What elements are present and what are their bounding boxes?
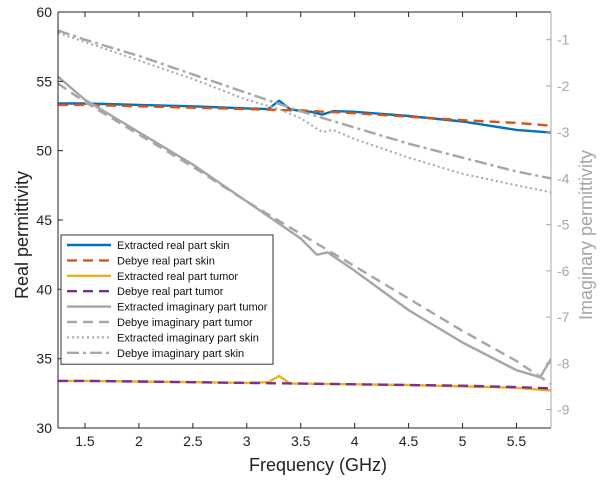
axes-group: 1.5 2 2.5 3 3.5 4 4.5 5 5.5 30 35 40 45 50 55 60 -1 -2 -3 -… bbox=[36, 4, 569, 449]
x-tick-label: 2.5 bbox=[183, 433, 203, 449]
x-tick-label: 5.5 bbox=[507, 433, 527, 449]
legend-label-6: Debye imaginary part tumor bbox=[117, 317, 253, 329]
legend-label-1: Extracted real part skin bbox=[117, 240, 230, 252]
x-tick-label: 4 bbox=[351, 433, 359, 449]
y2-tick-label: -4 bbox=[557, 170, 570, 186]
y2-tick-label: -9 bbox=[557, 402, 570, 418]
y2-tick-label: -1 bbox=[557, 32, 570, 48]
x-tick-label: 5 bbox=[459, 433, 467, 449]
y-tick-label: 30 bbox=[36, 420, 52, 436]
series-group bbox=[58, 29, 551, 392]
x-tick-label: 3.5 bbox=[291, 433, 311, 449]
y2-tick-label: -8 bbox=[557, 355, 570, 371]
legend: Extracted real part skin Debye real part … bbox=[60, 234, 274, 365]
x-tick-label: 1.5 bbox=[75, 433, 95, 449]
y-tick-label: 55 bbox=[36, 73, 52, 89]
legend-box bbox=[60, 234, 274, 365]
legend-label-7: Extracted imaginary part skin bbox=[117, 332, 259, 344]
legend-label-5: Extracted imaginary part tumor bbox=[117, 302, 268, 314]
legend-label-2: Debye real part skin bbox=[117, 255, 215, 267]
plot-area bbox=[58, 12, 551, 428]
y-axis-title: Real permittivity bbox=[12, 171, 32, 299]
y2-axis-title: Imaginary permittivity bbox=[576, 150, 596, 320]
series-line-8 bbox=[58, 29, 551, 180]
y-tick-label: 50 bbox=[36, 143, 52, 159]
x-axis-title: Frequency (GHz) bbox=[249, 455, 387, 475]
legend-label-8: Debye imaginary part skin bbox=[117, 348, 244, 360]
series-line-4 bbox=[58, 379, 551, 390]
y-tick-label: 60 bbox=[36, 4, 52, 20]
y2-tick-label: -6 bbox=[557, 263, 570, 279]
series-line-7 bbox=[58, 31, 551, 194]
legend-label-3: Extracted real part tumor bbox=[117, 271, 238, 283]
series-line-5 bbox=[58, 75, 551, 379]
legend-label-4: Debye real part tumor bbox=[117, 286, 224, 298]
y-tick-label: 35 bbox=[36, 351, 52, 367]
y2-tick-label: -5 bbox=[557, 217, 570, 233]
y2-tick-label: -2 bbox=[557, 78, 570, 94]
x-tick-label: 2 bbox=[135, 433, 143, 449]
plot-background bbox=[58, 12, 551, 428]
x-tick-label: 3 bbox=[243, 433, 251, 449]
y-tick-label: 40 bbox=[36, 281, 52, 297]
y2-tick-label: -3 bbox=[557, 124, 570, 140]
y-tick-label: 45 bbox=[36, 212, 52, 228]
x-tick-label: 4.5 bbox=[399, 433, 419, 449]
y2-tick-label: -7 bbox=[557, 309, 570, 325]
